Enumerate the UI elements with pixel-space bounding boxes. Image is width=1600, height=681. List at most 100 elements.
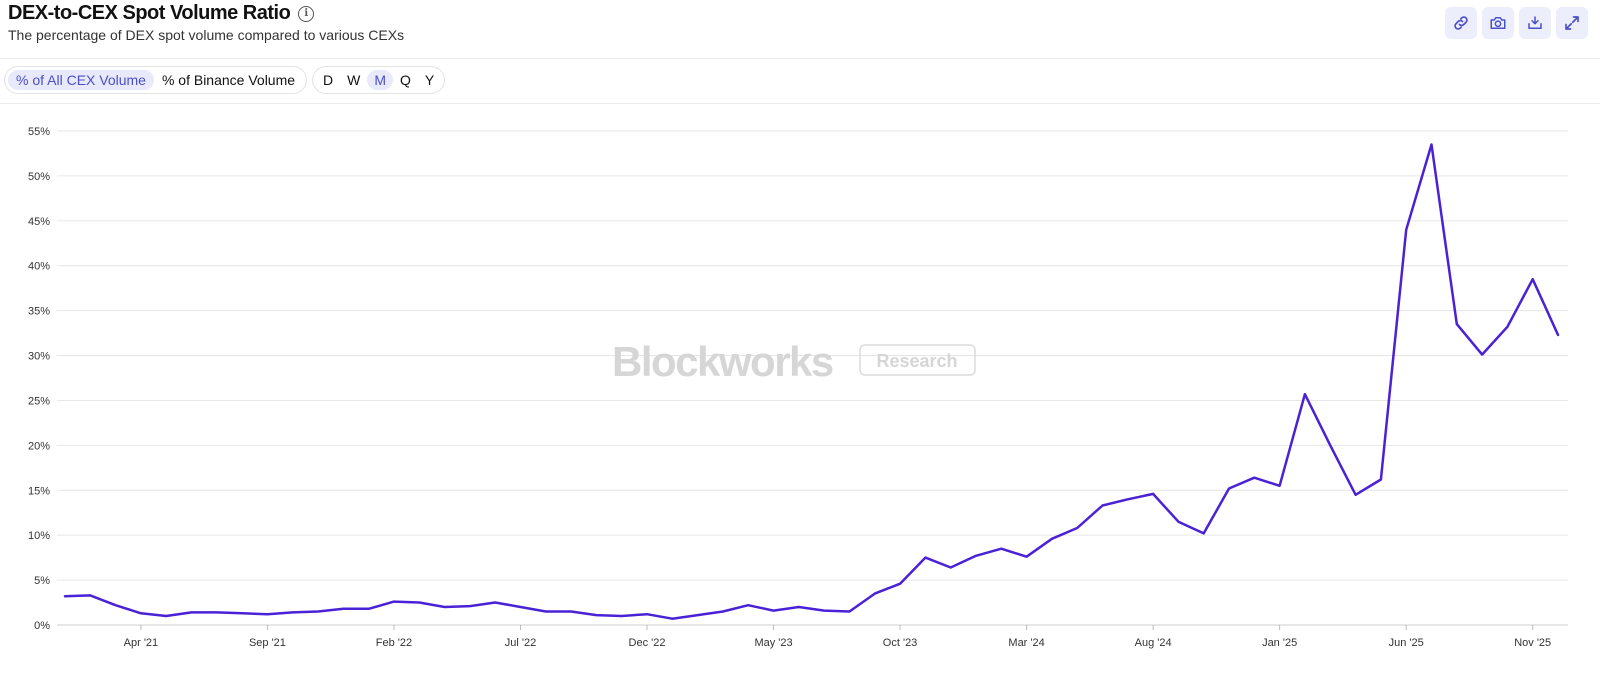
data-point[interactable] (364, 604, 374, 614)
period-option-y[interactable]: Y (424, 72, 435, 88)
data-point[interactable] (1199, 528, 1209, 538)
data-point[interactable] (1098, 501, 1108, 511)
grid-lines (57, 130, 1568, 626)
data-point[interactable] (288, 607, 298, 617)
chart-header: DEX-to-CEX Spot Volume Ratio i The perce… (0, 0, 1600, 59)
data-point[interactable] (1427, 140, 1437, 150)
data-point[interactable] (1173, 517, 1183, 527)
download-button[interactable] (1519, 7, 1551, 39)
data-point[interactable] (769, 606, 779, 616)
period-option-q[interactable]: Q (400, 72, 411, 88)
y-tick-label: 5% (34, 575, 50, 587)
data-point[interactable] (440, 602, 450, 612)
data-point[interactable] (895, 579, 905, 589)
data-point[interactable] (1376, 475, 1386, 485)
fullscreen-button[interactable] (1556, 7, 1588, 39)
data-point[interactable] (743, 600, 753, 610)
data-point[interactable] (1022, 552, 1032, 562)
data-point[interactable] (718, 607, 728, 617)
data-point[interactable] (111, 600, 121, 610)
data-point[interactable] (60, 591, 70, 601)
data-point[interactable] (971, 551, 981, 561)
data-point[interactable] (136, 608, 146, 618)
copy-link-button[interactable] (1445, 7, 1477, 39)
x-axis-ticks: Apr '21 Sep '21 Feb '22 Jul '22 Dec '22 May '… (124, 625, 1551, 649)
data-point[interactable] (693, 610, 703, 620)
data-point[interactable] (794, 602, 804, 612)
metric-binance-option[interactable]: % of Binance Volume (161, 72, 296, 88)
data-point[interactable] (161, 611, 171, 621)
data-point[interactable] (338, 604, 348, 614)
data-point[interactable] (870, 589, 880, 599)
y-tick-label: 25% (28, 395, 50, 407)
link-icon (1454, 16, 1468, 30)
data-point[interactable] (1249, 473, 1259, 483)
data-point[interactable] (1300, 389, 1310, 399)
data-point[interactable] (845, 607, 855, 617)
series-layer (60, 140, 1563, 624)
data-point[interactable] (516, 602, 526, 612)
line-chart[interactable]: Blockworks Research 0% 5% 10% 15% 20% 25% 30% 3… (0, 104, 1600, 681)
data-point[interactable] (1275, 481, 1285, 491)
watermark: Blockworks Research (612, 338, 976, 385)
data-point[interactable] (996, 544, 1006, 554)
data-point[interactable] (642, 609, 652, 619)
data-point[interactable] (1148, 489, 1158, 499)
data-point[interactable] (667, 614, 677, 624)
y-axis-ticks: 0% 5% 10% 15% 20% 25% 30% 35% 40% 45% 50% 55% (28, 126, 50, 632)
data-point[interactable] (1224, 484, 1234, 494)
x-tick-label: May '23 (754, 637, 792, 649)
data-point[interactable] (1047, 534, 1057, 544)
data-point[interactable] (465, 601, 475, 611)
info-icon[interactable]: i (298, 5, 315, 22)
y-tick-label: 40% (28, 261, 50, 273)
watermark-badge-label: Research (876, 351, 957, 371)
data-point[interactable] (819, 606, 829, 616)
data-point[interactable] (920, 553, 930, 563)
data-point[interactable] (1502, 322, 1512, 332)
y-tick-label: 50% (28, 171, 50, 183)
data-point[interactable] (212, 607, 222, 617)
data-point[interactable] (1351, 490, 1361, 500)
x-tick-label: Sep '21 (249, 637, 286, 649)
x-tick-label: Nov '25 (1514, 637, 1551, 649)
data-point[interactable] (237, 608, 247, 618)
x-tick-label: Dec '22 (629, 637, 666, 649)
data-point[interactable] (1553, 330, 1563, 340)
y-tick-label: 10% (28, 530, 50, 542)
period-option-w[interactable]: W (347, 72, 361, 88)
period-option-m[interactable]: M (367, 70, 394, 90)
x-tick-label: Jan '25 (1262, 637, 1297, 649)
period-option-d[interactable]: D (323, 72, 334, 88)
data-point[interactable] (1401, 225, 1411, 235)
data-point[interactable] (1452, 319, 1462, 329)
series-line[interactable] (63, 143, 1560, 620)
data-point[interactable] (1325, 440, 1335, 450)
data-point[interactable] (414, 598, 424, 608)
data-point[interactable] (262, 609, 272, 619)
data-point[interactable] (617, 611, 627, 621)
metric-all-cex-option[interactable]: % of All CEX Volume (8, 70, 154, 90)
x-tick-label: Mar '24 (1008, 637, 1044, 649)
data-point[interactable] (946, 563, 956, 573)
x-tick-label: Aug '24 (1135, 637, 1172, 649)
data-point[interactable] (1477, 350, 1487, 360)
chart-controls: % of All CEX Volume % of Binance Volume … (0, 59, 1600, 104)
y-tick-label: 45% (28, 216, 50, 228)
data-point[interactable] (541, 607, 551, 617)
data-point[interactable] (566, 607, 576, 617)
data-point[interactable] (1528, 274, 1538, 284)
download-icon (1528, 16, 1542, 29)
x-tick-label: Jun '25 (1389, 637, 1424, 649)
data-point[interactable] (313, 607, 323, 617)
data-point[interactable] (389, 597, 399, 607)
data-point[interactable] (490, 598, 500, 608)
y-tick-label: 20% (28, 440, 50, 452)
data-point[interactable] (85, 590, 95, 600)
data-point[interactable] (591, 610, 601, 620)
data-point[interactable] (1072, 523, 1082, 533)
screenshot-button[interactable] (1482, 7, 1514, 39)
data-point[interactable] (187, 607, 197, 617)
y-tick-label: 35% (28, 306, 50, 318)
data-point[interactable] (1123, 494, 1133, 504)
